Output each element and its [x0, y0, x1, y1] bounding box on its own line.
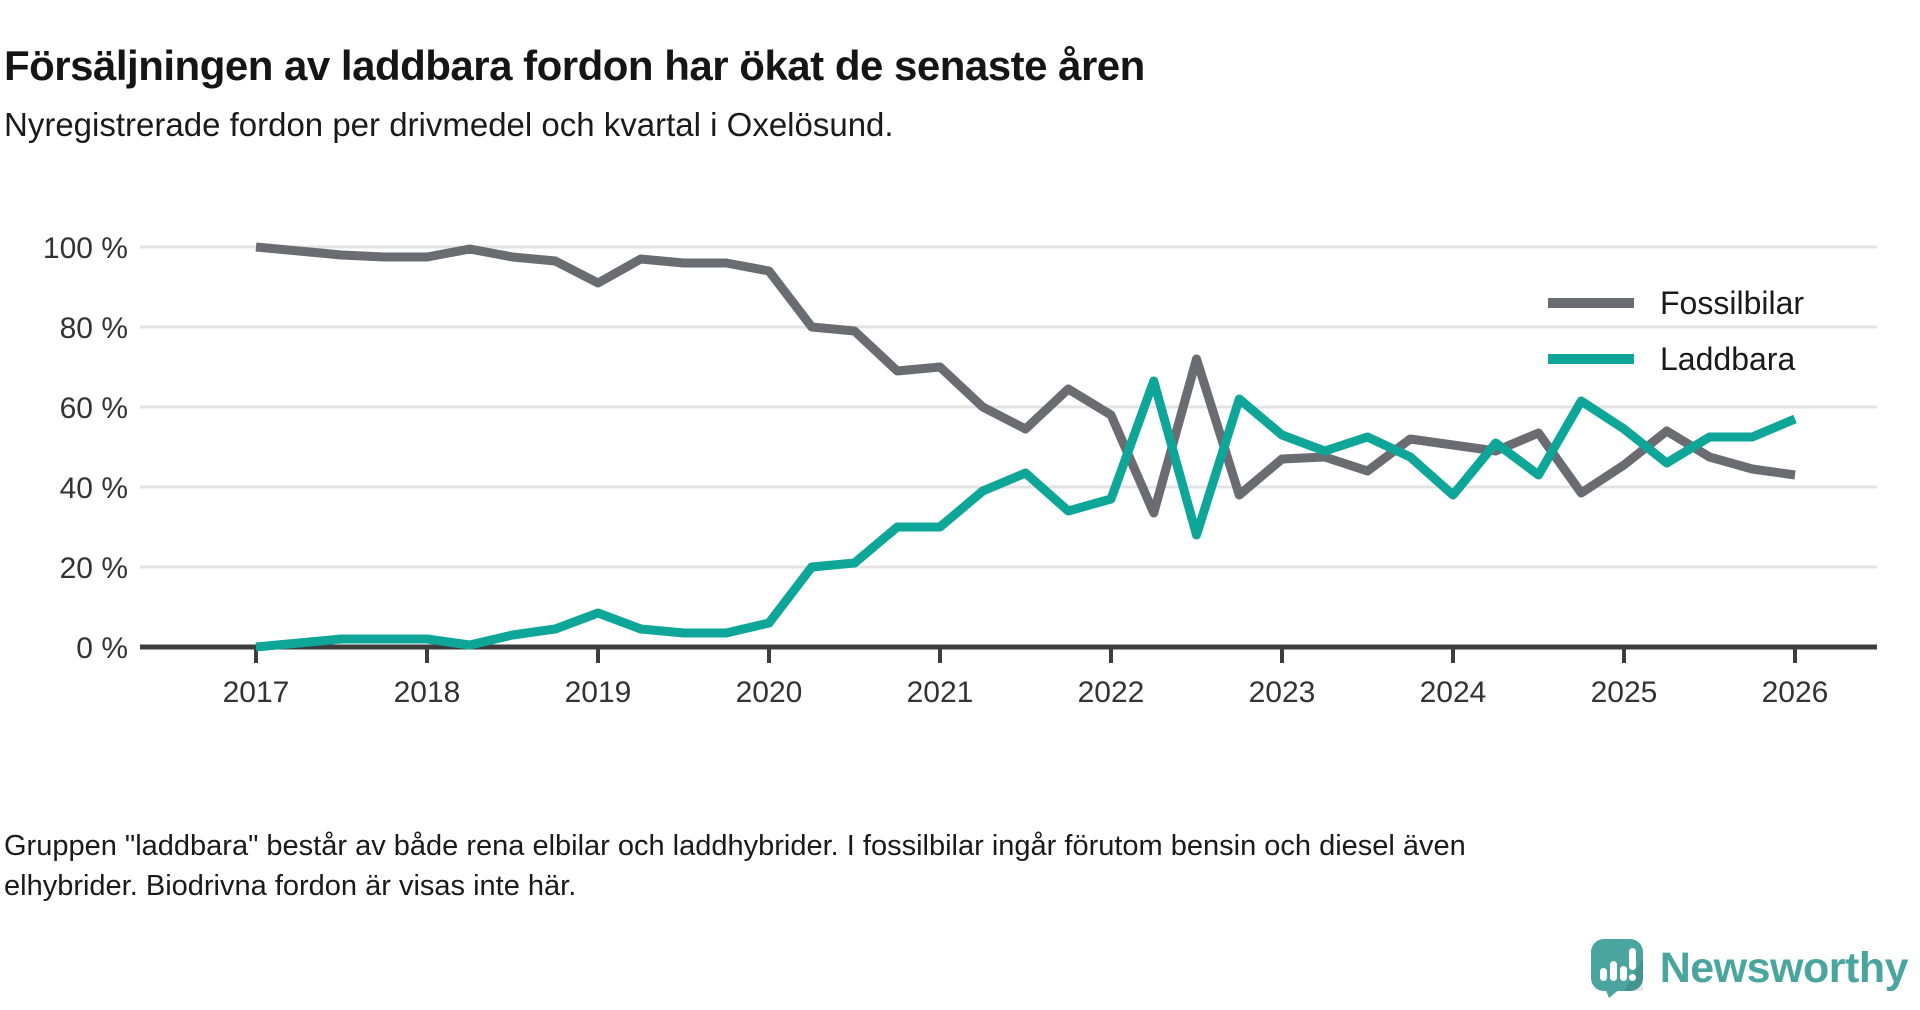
x-axis-tick-label: 2019	[565, 676, 632, 709]
y-axis-tick-label: 40 %	[60, 472, 128, 505]
chart-svg: 0 % 20 % 40 % 60 % 80 % 100 % 2017 2018 2019 2020…	[43, 232, 1877, 709]
newsworthy-logo-icon	[1590, 939, 1643, 998]
logo-exclamation-dot	[1628, 974, 1636, 981]
fossilbilar-line-swatch	[1548, 298, 1634, 308]
logo-bubble-tail	[1604, 988, 1621, 998]
x-axis-tick-label: 2021	[907, 676, 974, 709]
x-axis-tick-label: 2017	[223, 676, 290, 709]
y-axis-tick-label: 80 %	[60, 312, 128, 345]
page-title: Försäljningen av laddbara fordon har öka…	[4, 42, 1145, 90]
logo-bar-2	[1609, 961, 1617, 981]
series-line-fossilbilar	[255, 242, 1796, 518]
newsworthy-logo-text: Newsworthy	[1659, 943, 1909, 992]
legend-item-fossilbilar: Fossilbilar	[1548, 281, 1804, 325]
y-axis-tick-label: 60 %	[60, 392, 128, 425]
y-axis-tick-label: 0 %	[76, 632, 128, 665]
x-axis-tick-label: 2023	[1249, 676, 1316, 709]
legend-label-laddbara: Laddbara	[1660, 340, 1796, 377]
footnote: Gruppen "laddbara" består av både rena e…	[4, 830, 1466, 903]
x-axis-tick-label: 2018	[394, 676, 461, 709]
legend-item-laddbara: Laddbara	[1548, 337, 1804, 381]
series-line-laddbara	[255, 376, 1797, 652]
axis-layer	[140, 644, 1877, 663]
logo-bar-1	[1599, 968, 1607, 981]
logo-bar-3	[1619, 966, 1627, 981]
x-axis-tick-label: 2020	[736, 676, 803, 709]
x-axis-tick-label: 2022	[1078, 676, 1145, 709]
y-axis-tick-label: 20 %	[60, 552, 128, 585]
x-axis-tick-label: 2024	[1420, 676, 1487, 709]
legend-label-fossilbilar: Fossilbilar	[1660, 284, 1805, 321]
y-axis-tick-label: 100 %	[43, 232, 128, 265]
logo-exclamation-bar	[1628, 948, 1636, 970]
laddbara-line-swatch	[1548, 354, 1634, 364]
x-axis-tick-label: 2025	[1591, 676, 1658, 709]
series-layer	[255, 242, 1797, 652]
chart-subtitle: Nyregistrerade fordon per drivmedel och …	[4, 106, 894, 143]
tick-label-layer: 0 % 20 % 40 % 60 % 80 % 100 % 2017 2018 2019 2020…	[43, 232, 1828, 709]
newsworthy-logo: Newsworthy	[1590, 938, 1909, 998]
chart-legend: Fossilbilar Laddbara	[1548, 281, 1804, 381]
x-axis-tick-label: 2026	[1762, 676, 1829, 709]
